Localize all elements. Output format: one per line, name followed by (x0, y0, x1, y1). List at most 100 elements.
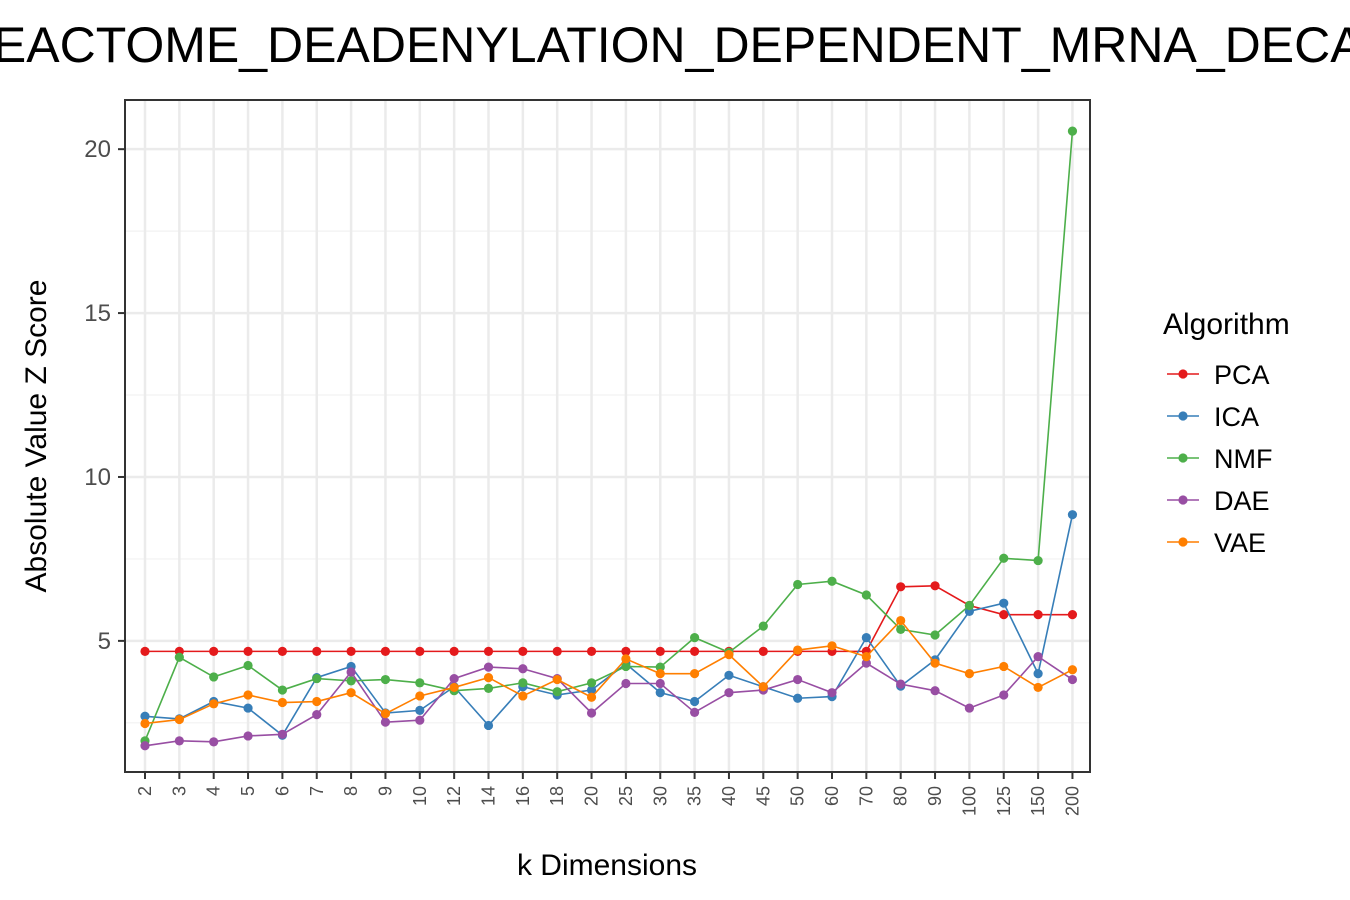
y-tick-label: 5 (98, 628, 111, 655)
data-point-nmf (415, 678, 425, 688)
legend-item-vae: VAE (1167, 528, 1266, 558)
x-tick-label: 5 (238, 786, 258, 796)
x-tick-label: 100 (959, 786, 979, 816)
data-point-ica (140, 711, 150, 721)
data-point-nmf (518, 678, 528, 688)
data-point-vae (964, 669, 975, 679)
data-point-dae (586, 708, 597, 718)
data-point-vae (896, 615, 906, 626)
data-point-nmf (793, 579, 803, 590)
data-point-vae (518, 691, 528, 701)
legend: Algorithm PCA ICA NMF DAE VAE (1163, 308, 1290, 558)
data-point-dae (655, 678, 665, 689)
data-point-vae (277, 697, 287, 708)
legend-label: ICA (1214, 402, 1259, 432)
data-point-dae (861, 658, 871, 668)
legend-item-pca: PCA (1167, 360, 1270, 390)
data-point-vae (449, 682, 459, 693)
x-tick-label: 12 (444, 786, 464, 806)
legend-item-nmf: NMF (1167, 444, 1272, 474)
data-point-vae (346, 688, 356, 698)
data-point-dae (312, 710, 322, 720)
data-point-dae (449, 673, 459, 684)
series-line-nmf (144, 131, 1074, 742)
x-tick-label: 6 (272, 786, 292, 796)
x-axis-ticks: 2 3 4 5 6 7 8 9 10 12 14 16 18 20 25 30 35 40 45 50 60 70 80 90… (135, 772, 1082, 816)
data-point-nmf (346, 676, 356, 686)
data-point-nmf (1033, 555, 1043, 566)
y-axis-ticks: 5 10 15 20 (84, 136, 125, 655)
series-layer (140, 126, 1078, 751)
data-point-pca (690, 646, 700, 656)
data-point-dae (1067, 674, 1078, 685)
data-point-dae (483, 662, 494, 672)
data-point-nmf (209, 672, 219, 682)
x-tick-label: 8 (341, 786, 361, 796)
x-tick-label: 16 (513, 786, 533, 806)
data-point-nmf (243, 660, 253, 671)
data-point-nmf (896, 624, 906, 635)
data-point-nmf (380, 674, 391, 685)
data-point-dae (380, 717, 391, 727)
data-point-dae (174, 736, 184, 746)
data-point-nmf (621, 661, 631, 672)
series-line-dae (144, 655, 1073, 747)
data-point-nmf (655, 662, 665, 672)
data-point-pca (209, 646, 219, 656)
data-point-vae (209, 699, 219, 709)
chart-title: REACTOME_DEADENYLATION_DEPENDENT_MRNA_DE… (0, 17, 1350, 73)
data-point-pca (1067, 610, 1078, 620)
x-tick-label: 200 (1062, 786, 1082, 816)
data-point-dae (243, 731, 253, 741)
series-nmf (140, 126, 1078, 746)
legend-items: PCA ICA NMF DAE VAE (1167, 360, 1272, 558)
series-line-vae (144, 619, 1073, 725)
data-point-nmf (999, 553, 1009, 563)
legend-key-point (1178, 537, 1188, 547)
data-point-dae (930, 686, 940, 696)
data-point-pca (483, 646, 494, 656)
legend-key-point (1178, 411, 1188, 421)
data-point-dae (896, 679, 906, 689)
data-point-vae (690, 669, 700, 679)
data-point-vae (1033, 682, 1043, 693)
data-point-ica (655, 688, 665, 698)
data-point-vae (140, 718, 150, 729)
data-point-dae (690, 707, 700, 717)
data-point-vae (243, 690, 253, 700)
data-point-nmf (861, 590, 871, 600)
data-point-ica (1067, 510, 1078, 520)
legend-key-point (1178, 453, 1188, 463)
data-point-vae (930, 658, 940, 668)
data-point-nmf (586, 678, 597, 688)
legend-label: PCA (1214, 360, 1270, 390)
x-tick-label: 70 (856, 786, 876, 806)
data-point-vae (174, 714, 184, 725)
data-point-ica (483, 720, 494, 731)
data-point-vae (1067, 665, 1078, 675)
data-point-vae (552, 674, 562, 685)
x-tick-label: 40 (719, 786, 739, 806)
data-point-pca (1033, 610, 1043, 620)
x-tick-label: 9 (375, 786, 395, 796)
legend-label: DAE (1214, 486, 1270, 516)
x-tick-label: 10 (410, 786, 430, 806)
legend-item-ica: ICA (1167, 402, 1259, 432)
data-point-ica (586, 685, 597, 695)
data-point-vae (380, 709, 391, 719)
minor-gridlines (125, 230, 1090, 724)
data-point-dae (621, 678, 631, 689)
panel-border (124, 99, 1091, 773)
data-point-nmf (1067, 126, 1078, 136)
data-point-pca (758, 646, 768, 656)
x-tick-label: 2 (135, 786, 155, 796)
data-point-dae (1033, 652, 1043, 662)
x-tick-label: 7 (307, 786, 327, 796)
x-tick-label: 35 (685, 786, 705, 806)
y-tick-label: 15 (84, 300, 111, 327)
x-tick-label: 80 (891, 786, 911, 806)
x-tick-label: 50 (788, 786, 808, 806)
data-point-nmf (758, 621, 768, 631)
data-point-pca (380, 646, 391, 656)
